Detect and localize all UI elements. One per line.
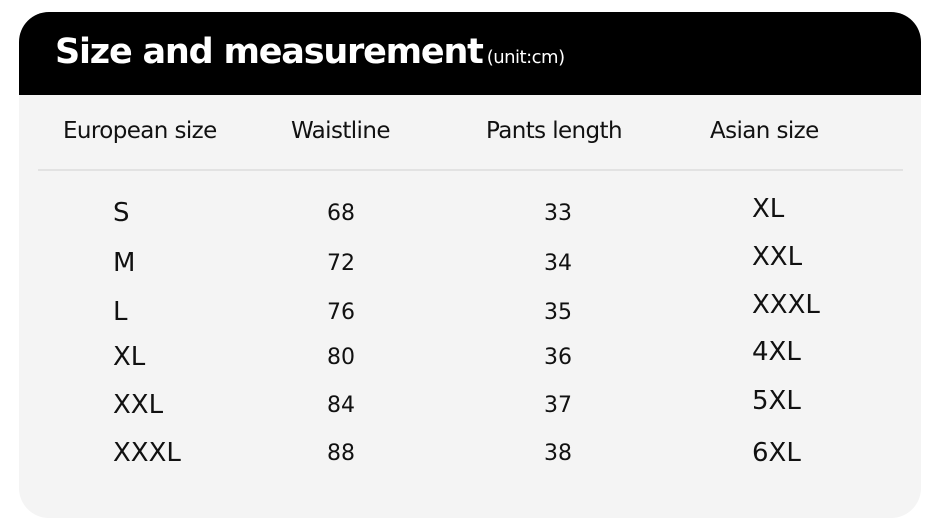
waistline-cell: 72 — [327, 251, 355, 276]
asian-size-cell: 6XL — [752, 438, 801, 468]
header-divider — [38, 169, 903, 171]
asian-size-cell: XXXL — [752, 290, 820, 320]
asian-size-cell: 5XL — [752, 386, 801, 416]
column-header-pants-length: Pants length — [486, 118, 623, 144]
header-bar: Size and measurement (unit:cm) — [19, 12, 921, 95]
asian-size-cell: XXL — [752, 242, 803, 272]
european-size-cell: XXXL — [113, 438, 181, 468]
pants-length-cell: 33 — [544, 201, 572, 226]
waistline-cell: 80 — [327, 345, 355, 370]
pants-length-cell: 38 — [544, 441, 572, 466]
column-header-asian-size: Asian size — [710, 118, 819, 144]
column-header-waistline: Waistline — [291, 118, 390, 144]
european-size-cell: XXL — [113, 390, 164, 420]
chart-title: Size and measurement (unit:cm) — [55, 32, 565, 72]
column-header-european-size: European size — [63, 118, 217, 144]
waistline-cell: 76 — [327, 300, 355, 325]
asian-size-cell: XL — [752, 194, 785, 224]
title-text: Size and measurement — [55, 32, 484, 72]
unit-label: (unit:cm) — [486, 47, 565, 68]
pants-length-cell: 34 — [544, 251, 572, 276]
waistline-cell: 68 — [327, 201, 355, 226]
pants-length-cell: 37 — [544, 393, 572, 418]
european-size-cell: XL — [113, 342, 146, 372]
waistline-cell: 84 — [327, 393, 355, 418]
european-size-cell: L — [113, 297, 128, 327]
pants-length-cell: 36 — [544, 345, 572, 370]
size-chart-card: Size and measurement (unit:cm) European s… — [19, 12, 921, 518]
waistline-cell: 88 — [327, 441, 355, 466]
pants-length-cell: 35 — [544, 300, 572, 325]
european-size-cell: M — [113, 248, 136, 278]
european-size-cell: S — [113, 198, 130, 228]
asian-size-cell: 4XL — [752, 337, 801, 367]
